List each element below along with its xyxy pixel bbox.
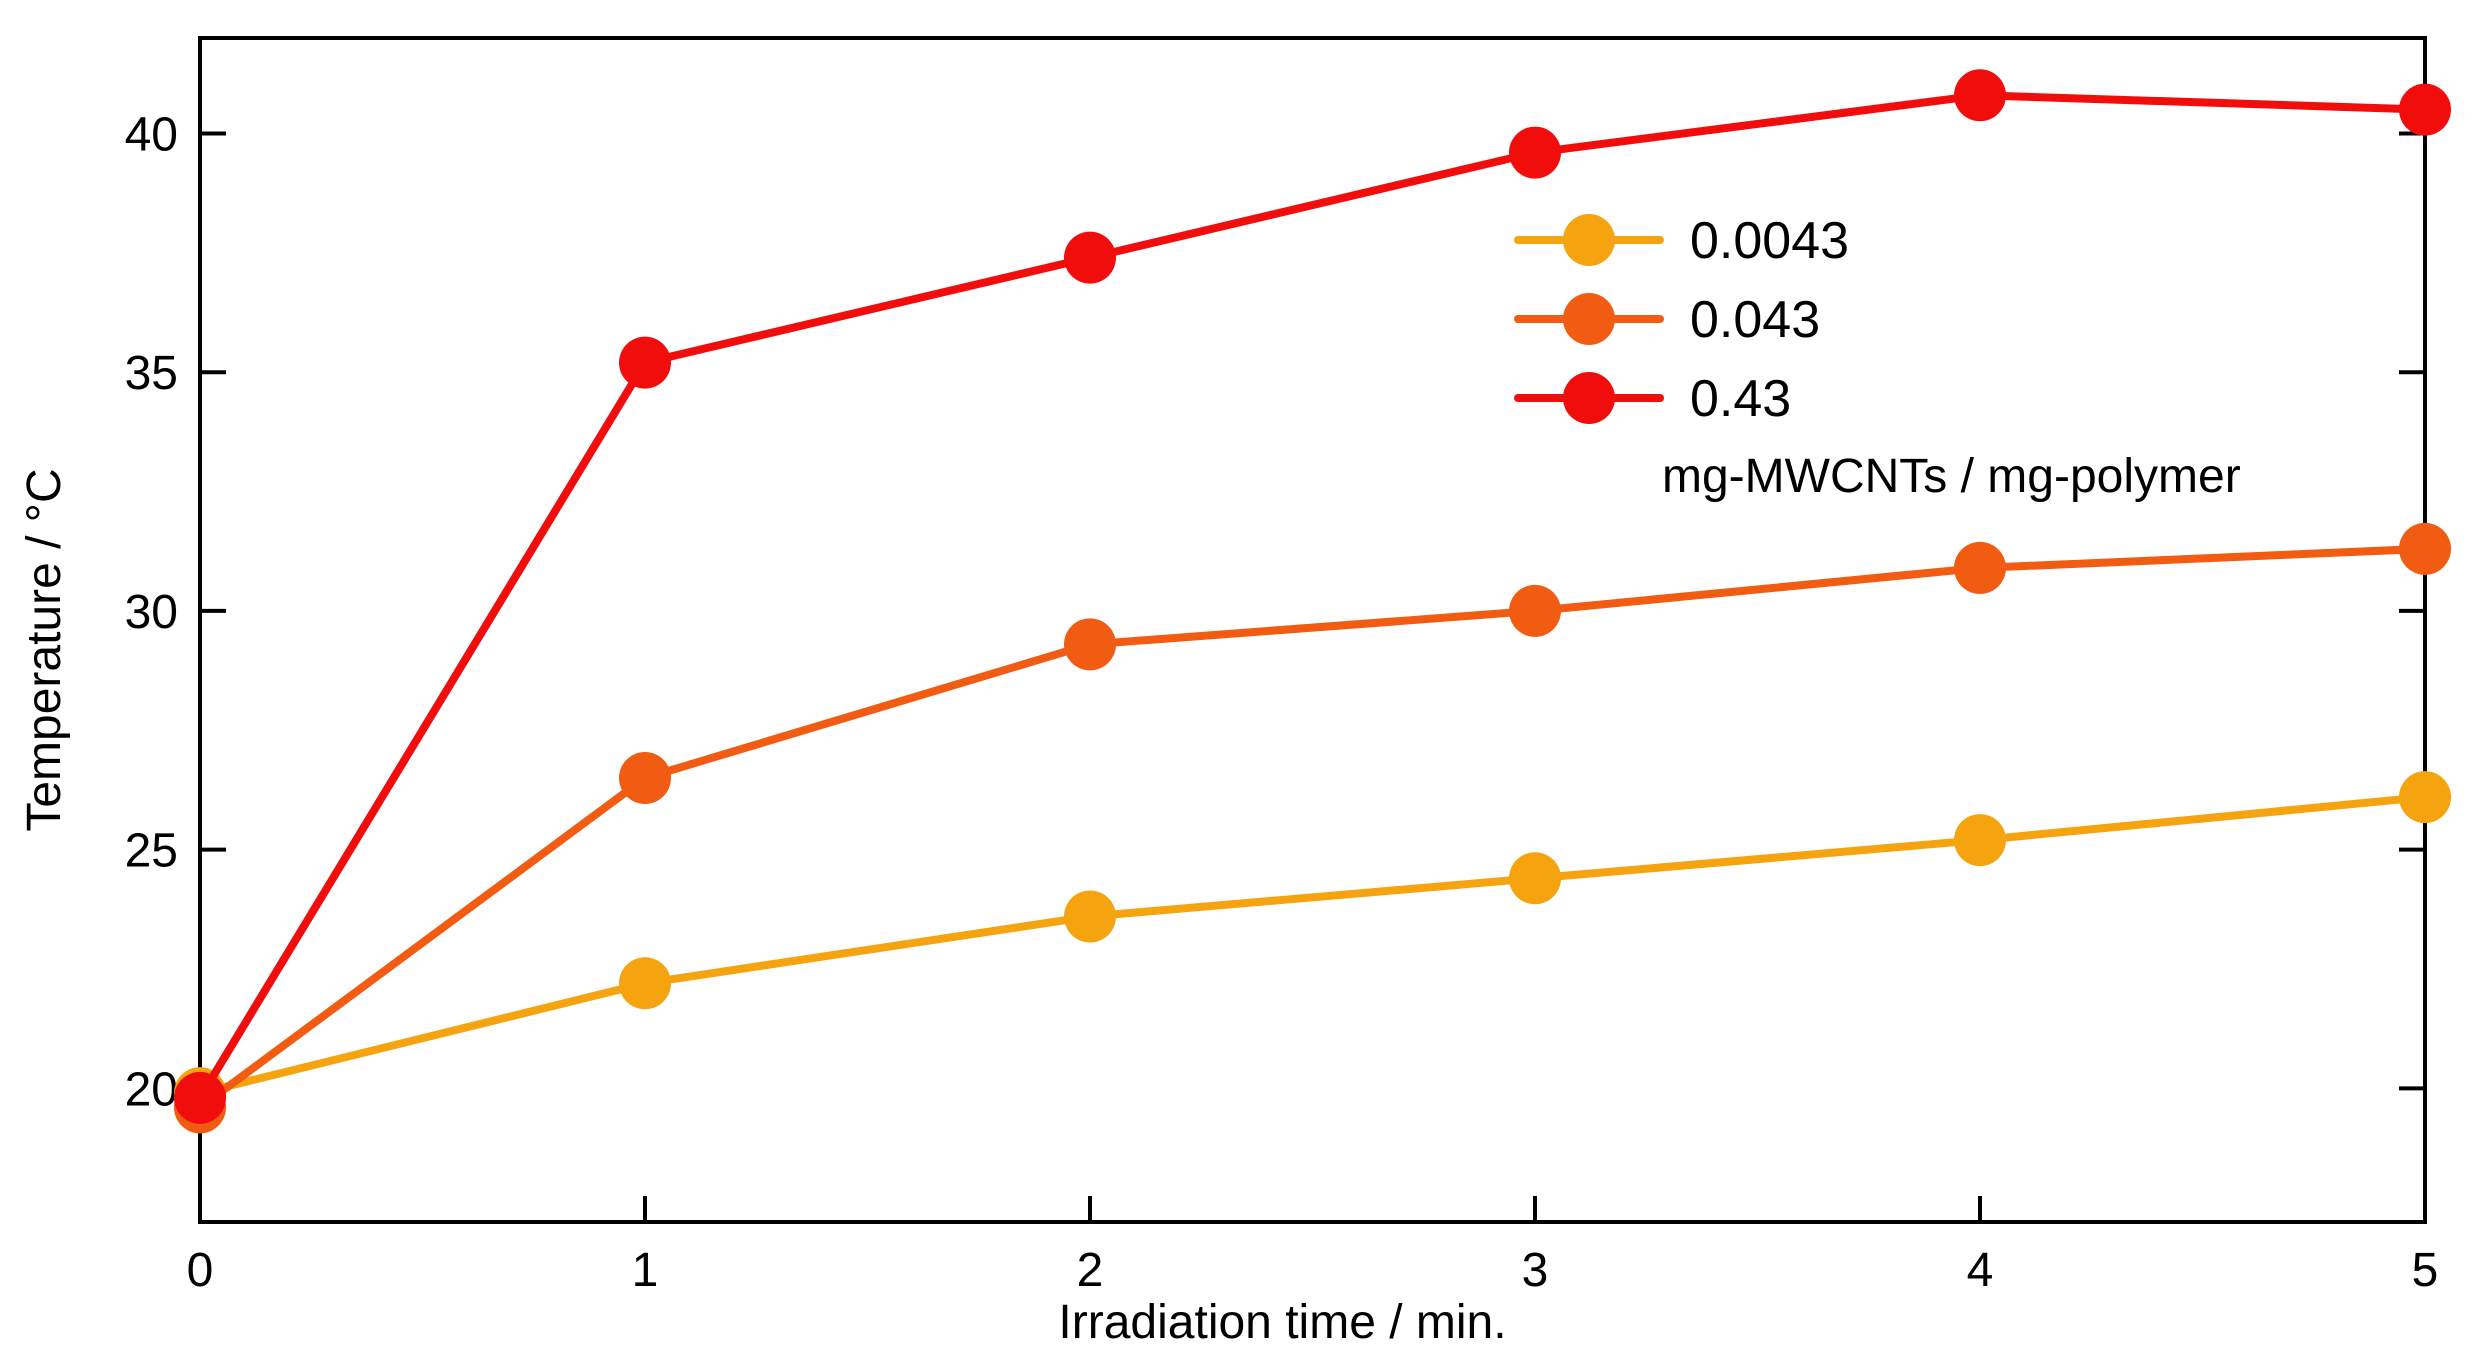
legend-note: mg-MWCNTs / mg-polymer [1662,450,2241,503]
plot-frame [198,36,2427,1224]
series-line [196,793,2429,1098]
series-0.0043 [174,771,2451,1120]
data-point [1064,890,1116,943]
data-point [619,752,671,804]
x-tick-label: 3 [1522,1244,1549,1297]
legend-marker [1563,293,1615,345]
legend-item: 0.43 [1514,370,1791,428]
data-point [1064,618,1116,671]
data-point [1954,814,2006,867]
x-axis-title: Irradiation time / min. [1058,1296,1506,1349]
data-point [2399,771,2451,824]
y-tick-label: 40 [125,108,178,161]
series-line [196,544,2429,1112]
x-tick-label: 5 [2412,1244,2439,1297]
y-tick-label: 20 [125,1063,178,1116]
data-point [174,1071,226,1124]
legend-label: 0.043 [1690,291,1820,349]
x-axis: 0 1 2 3 4 5 [187,1196,2439,1297]
data-point [619,336,671,389]
legend: 0.0043 0.043 0.43 [1514,212,1849,428]
series-0.43 [174,69,2451,1124]
data-point [1954,541,2006,594]
data-point [1509,126,1561,179]
legend-label: 0.43 [1690,370,1791,428]
data-point [2399,522,2451,575]
x-tick-label: 4 [1967,1244,1994,1297]
data-point [1509,584,1561,637]
data-point [1509,852,1561,905]
x-tick-label: 1 [632,1244,659,1297]
legend-label: 0.0043 [1690,212,1849,270]
legend-item: 0.0043 [1514,212,1849,270]
plot-border [198,36,2427,1224]
x-tick-label: 0 [187,1244,214,1297]
series-layer [174,69,2451,1134]
legend-marker [1563,214,1615,266]
data-point [1954,69,2006,122]
x-tick-label: 2 [1077,1244,1104,1297]
legend-item: 0.043 [1514,291,1820,349]
y-tick-label: 25 [125,825,178,878]
y-axis: 20 25 30 35 40 [125,108,2425,1116]
data-point [2399,83,2451,136]
data-point [1064,231,1116,284]
series-line [196,91,2429,1102]
y-tick-label: 30 [125,586,178,639]
y-tick-label: 35 [125,347,178,400]
y-axis-title: Temperature / °C [18,468,71,831]
data-point [619,957,671,1010]
legend-marker [1563,372,1615,424]
